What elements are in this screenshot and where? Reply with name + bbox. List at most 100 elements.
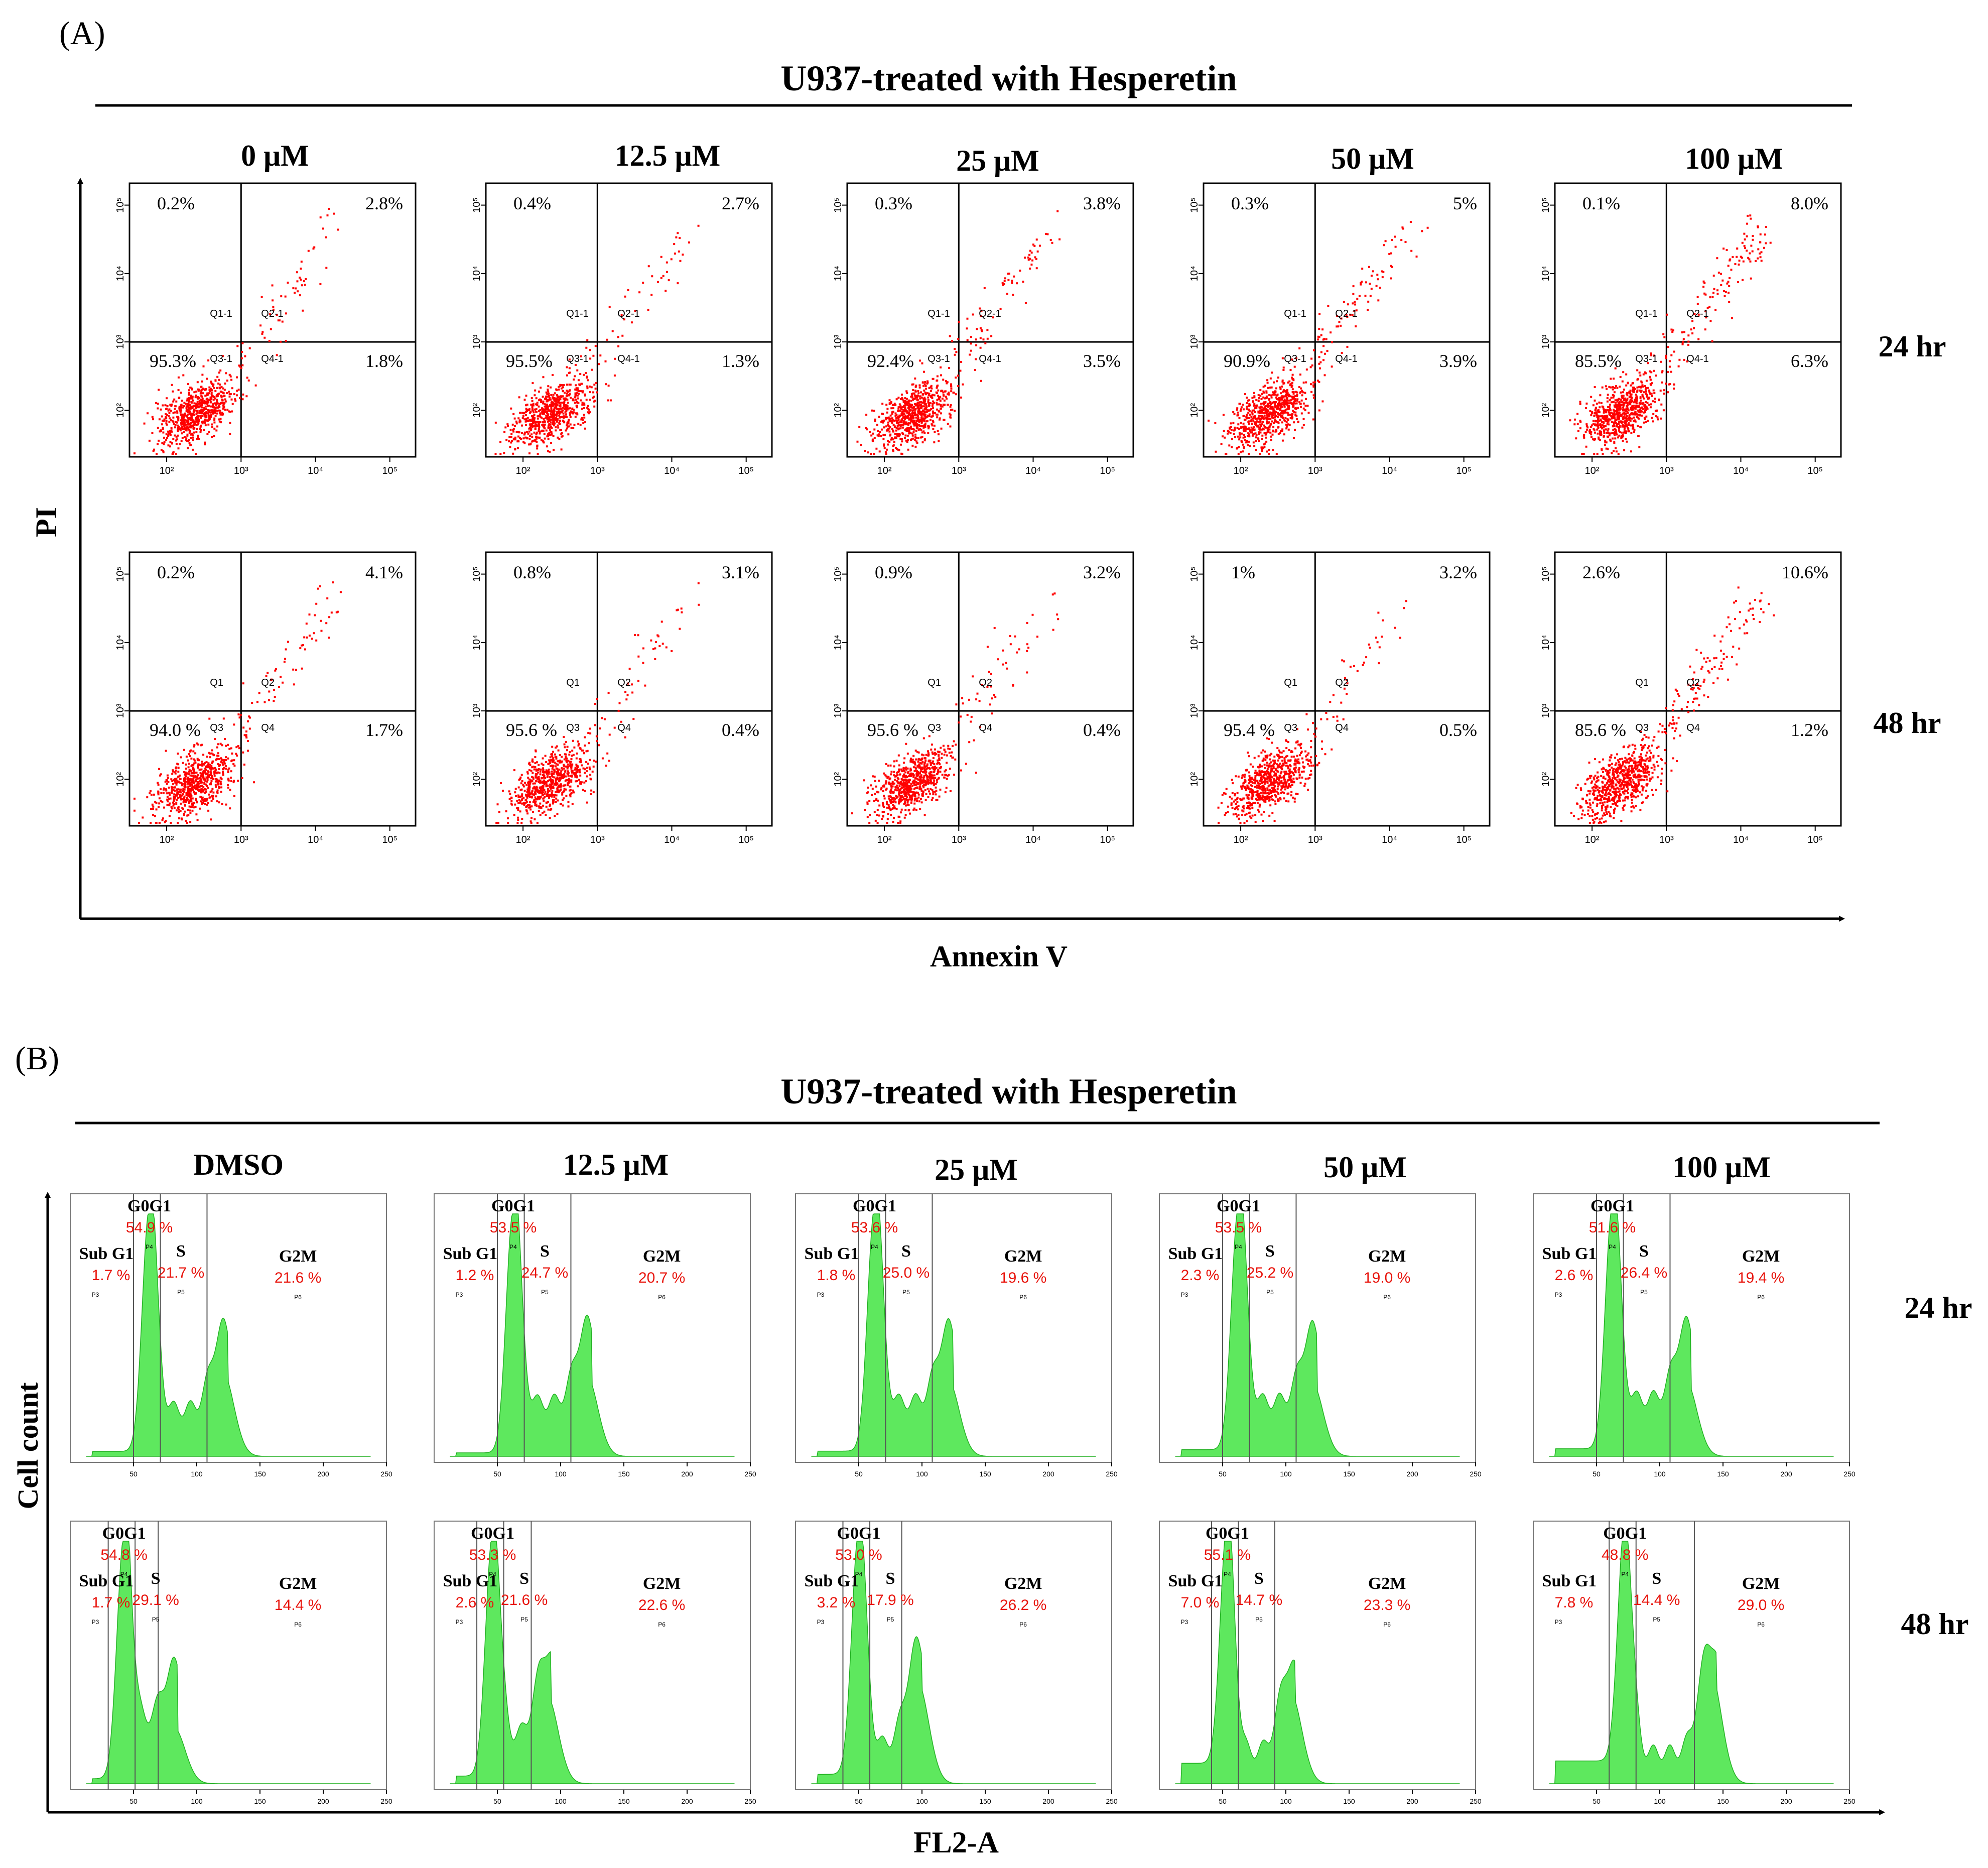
panel-b-y-axis-label: Cell count bbox=[12, 1382, 44, 1510]
phase-percent: 25.0 % bbox=[883, 1265, 930, 1281]
gate-id: P6 bbox=[1383, 1621, 1391, 1628]
gate-id: P3 bbox=[92, 1291, 99, 1298]
phase-percent: 21.6 % bbox=[501, 1592, 548, 1608]
gate-id: P3 bbox=[1181, 1618, 1188, 1626]
x-tick-label: 10² bbox=[516, 834, 531, 845]
phase-percent: 19.6 % bbox=[1000, 1270, 1046, 1286]
col-header-a-1: 0 μM bbox=[241, 139, 309, 172]
gate-label-q2: Q2 bbox=[979, 677, 992, 688]
q2-percent: 3.1% bbox=[722, 562, 759, 582]
q1-percent: 0.3% bbox=[1231, 193, 1269, 213]
x-tick-label: 10⁵ bbox=[738, 834, 754, 845]
phase-label: G0G1 bbox=[471, 1524, 514, 1543]
phase-percent: 22.6 % bbox=[638, 1597, 685, 1613]
gate-label-q4: Q4-1 bbox=[617, 353, 639, 364]
x-tick-label: 150 bbox=[979, 1797, 991, 1805]
y-tick-label: 10⁴ bbox=[115, 635, 126, 650]
gate-id: P5 bbox=[1640, 1289, 1648, 1296]
phase-label: G2M bbox=[1368, 1574, 1406, 1593]
gate-label-q1: Q1 bbox=[927, 677, 941, 688]
q2-percent: 4.1% bbox=[365, 562, 403, 582]
x-tick-label: 10⁴ bbox=[1382, 465, 1397, 476]
phase-percent: 7.0 % bbox=[1181, 1594, 1220, 1611]
q2-percent: 8.0% bbox=[1791, 193, 1828, 213]
q4-percent: 0.5% bbox=[1439, 720, 1477, 740]
histogram-plot: Sub G1 7.8 % P3 G0G1 48.8 % P4 S 14.4 % P5 G2M 29.… bbox=[1533, 1521, 1856, 1805]
gate-id: P5 bbox=[520, 1616, 528, 1623]
y-tick-label: 10⁵ bbox=[471, 566, 482, 582]
x-tick-label: 10² bbox=[516, 465, 531, 476]
x-tick-label: 10³ bbox=[952, 834, 966, 845]
x-tick-label: 10² bbox=[160, 834, 174, 845]
x-tick-label: 200 bbox=[1042, 1470, 1054, 1478]
y-tick-label: 10² bbox=[471, 403, 482, 418]
col-header-a-2: 12.5 μM bbox=[615, 139, 721, 172]
x-tick-label: 10² bbox=[1585, 465, 1600, 476]
phase-percent: 29.1 % bbox=[132, 1592, 179, 1608]
y-tick-label: 10⁴ bbox=[833, 266, 844, 281]
x-tick-label: 10² bbox=[1585, 834, 1600, 845]
q4-percent: 1.2% bbox=[1791, 720, 1828, 740]
gate-label-q1: Q1 bbox=[566, 677, 580, 688]
q3-percent: 95.3% bbox=[150, 351, 196, 371]
x-tick-label: 10⁴ bbox=[1733, 834, 1749, 845]
gate-label-q4: Q4-1 bbox=[1686, 353, 1708, 364]
col-header-b-5: 100 μM bbox=[1672, 1151, 1771, 1184]
gate-label-q1: Q1-1 bbox=[210, 308, 232, 319]
gate-id: P6 bbox=[1383, 1294, 1391, 1301]
phase-percent: 55.1 % bbox=[1204, 1547, 1251, 1563]
plot-frame bbox=[1554, 182, 1842, 458]
gate-label-q1: Q1-1 bbox=[927, 308, 950, 319]
gate-label-q3: Q3-1 bbox=[210, 353, 232, 364]
event-dots bbox=[494, 224, 700, 455]
x-tick-label: 10³ bbox=[234, 465, 248, 476]
histogram-area bbox=[1549, 1541, 1834, 1784]
x-tick-label: 10³ bbox=[1659, 834, 1674, 845]
phase-label: G2M bbox=[1742, 1574, 1780, 1593]
gate-label-q2: Q2-1 bbox=[979, 308, 1001, 319]
y-tick-label: 10⁵ bbox=[115, 197, 126, 213]
x-tick-label: 10³ bbox=[590, 834, 605, 845]
histogram-grid: Sub G1 1.7 % P3 G0G1 54.9 % P4 S 21.7 % P5 G2M 21.… bbox=[70, 1193, 1856, 1805]
gate-id: P4 bbox=[120, 1571, 128, 1578]
x-tick-label: 150 bbox=[1343, 1797, 1355, 1805]
gate-id: P6 bbox=[1019, 1294, 1027, 1301]
q1-percent: 0.8% bbox=[513, 562, 551, 582]
phase-label: Sub G1 bbox=[1542, 1244, 1597, 1263]
x-tick-label: 150 bbox=[618, 1797, 630, 1805]
col-header-b-2: 12.5 μM bbox=[563, 1148, 669, 1181]
x-tick-label: 100 bbox=[555, 1470, 567, 1478]
phase-label: G0G1 bbox=[1603, 1524, 1647, 1543]
gate-label-q4: Q4 bbox=[261, 722, 275, 733]
histogram-plot: Sub G1 2.6 % P3 G0G1 51.6 % P4 S 26.4 % P5 G2M 19.… bbox=[1533, 1193, 1856, 1478]
phase-label: G0G1 bbox=[1217, 1197, 1260, 1215]
gate-label-q3: Q3 bbox=[566, 722, 580, 733]
gate-id: P4 bbox=[146, 1243, 153, 1251]
x-tick-label: 200 bbox=[317, 1470, 329, 1478]
gate-id: P4 bbox=[509, 1243, 517, 1251]
q2-percent: 3.8% bbox=[1083, 193, 1121, 213]
x-tick-label: 10⁴ bbox=[664, 834, 680, 845]
gate-label-q2: Q2 bbox=[261, 677, 275, 688]
phase-percent: 14.7 % bbox=[1236, 1592, 1282, 1608]
phase-percent: 26.4 % bbox=[1621, 1265, 1667, 1281]
x-tick-label: 10² bbox=[877, 465, 892, 476]
phase-percent: 14.4 % bbox=[275, 1597, 321, 1613]
gate-label-q1: Q1 bbox=[1284, 677, 1297, 688]
x-tick-label: 250 bbox=[1106, 1797, 1118, 1805]
x-tick-label: 150 bbox=[254, 1470, 266, 1478]
gate-label-q1: Q1 bbox=[1635, 677, 1649, 688]
histogram-plot: Sub G1 1.7 % P3 G0G1 54.8 % P4 S 29.1 % P5 G2M 14.… bbox=[70, 1521, 392, 1805]
histogram-plot: Sub G1 3.2 % P3 G0G1 53.0 % P4 S 17.9 % P5 G2M 26.… bbox=[795, 1521, 1118, 1805]
q4-percent: 1.3% bbox=[722, 351, 759, 371]
y-tick-label: 10⁵ bbox=[1540, 197, 1551, 213]
gate-label-q3: Q3-1 bbox=[566, 353, 588, 364]
col-header-b-1: DMSO bbox=[193, 1148, 284, 1181]
gate-id: P3 bbox=[92, 1618, 99, 1626]
phase-percent: 48.8 % bbox=[1602, 1547, 1648, 1563]
x-tick-label: 150 bbox=[1717, 1470, 1729, 1478]
x-tick-label: 50 bbox=[493, 1797, 501, 1805]
phase-percent: 51.6 % bbox=[1589, 1219, 1636, 1236]
phase-label: S bbox=[540, 1242, 550, 1261]
